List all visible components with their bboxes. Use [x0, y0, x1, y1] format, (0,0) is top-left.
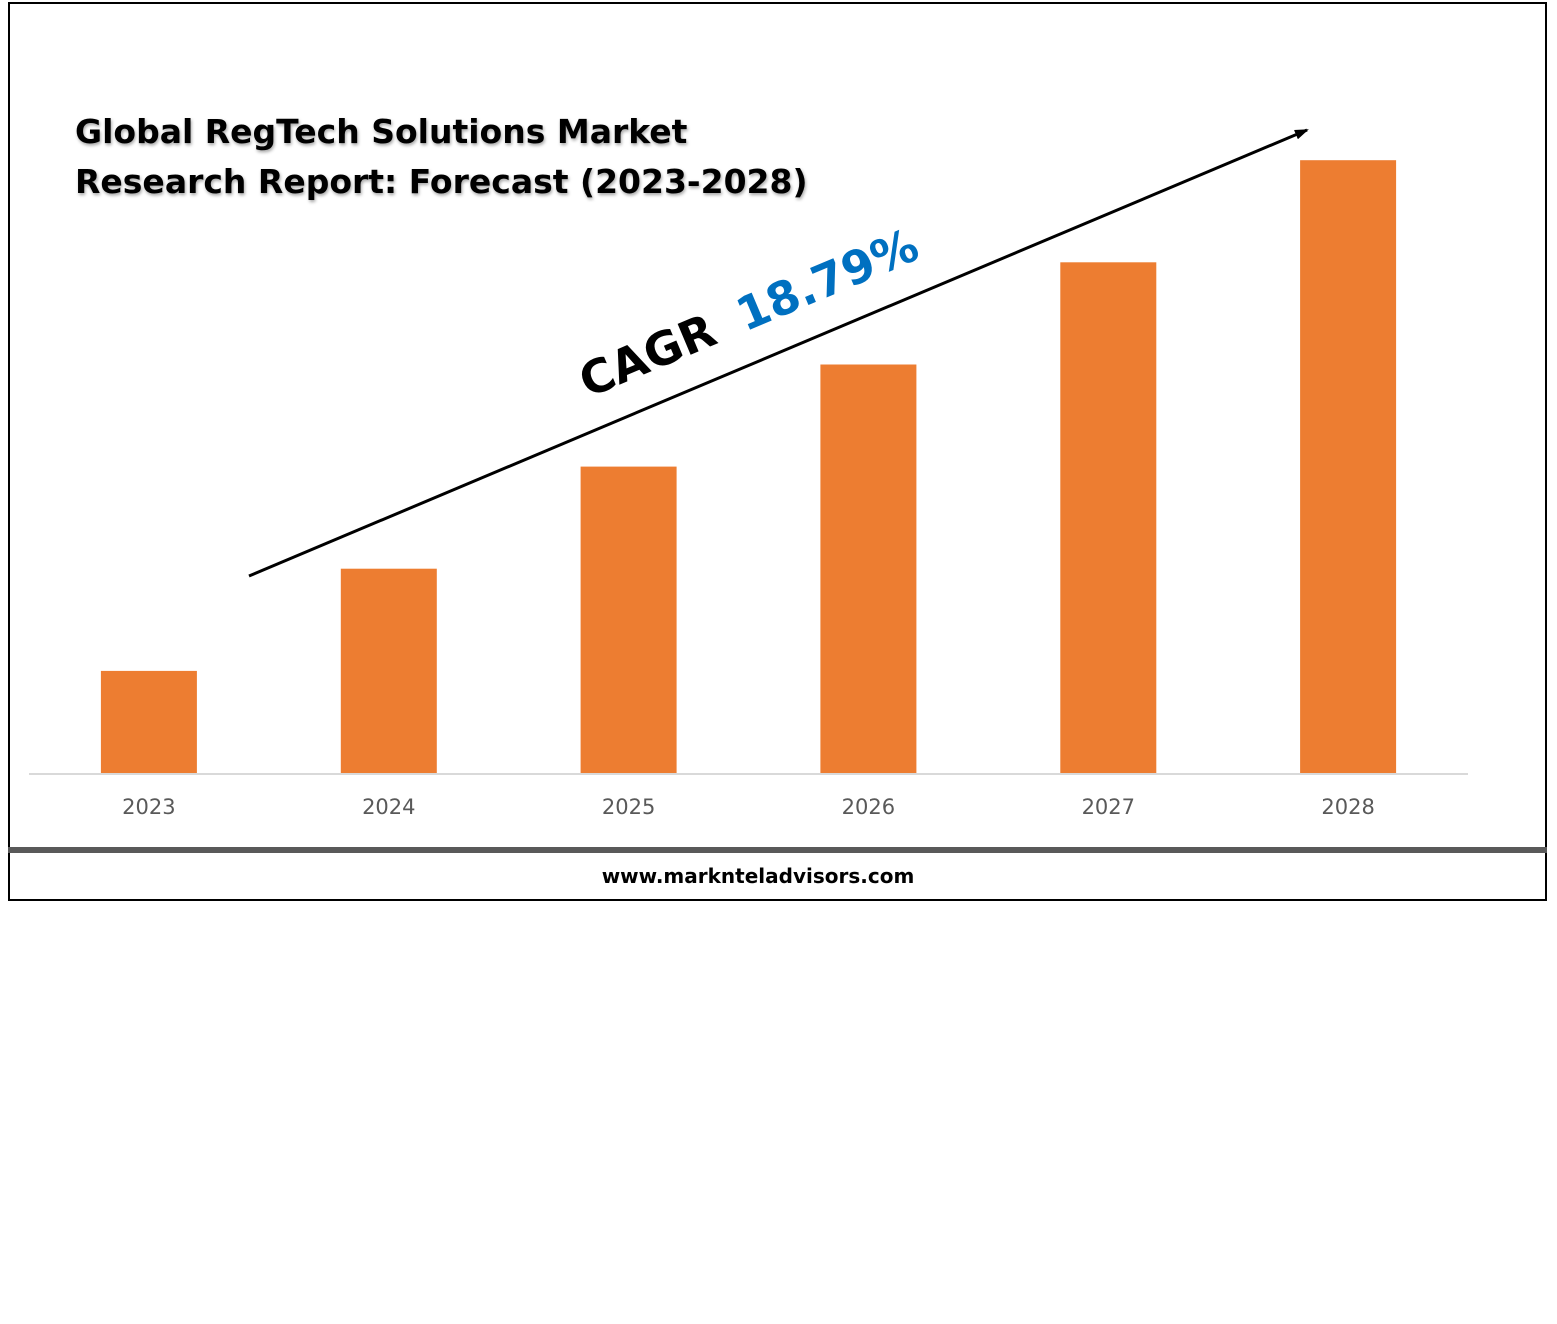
bar-2024	[340, 568, 437, 773]
bar-2027	[1060, 262, 1157, 773]
footer-divider	[8, 847, 1547, 853]
cagr-trend-arrow	[248, 128, 1309, 578]
x-tick-label-2028: 2028	[1321, 795, 1374, 819]
x-tick-label-2024: 2024	[362, 795, 415, 819]
x-tick-labels: 2023 2024 2025 2026 2027 2028	[122, 795, 1375, 819]
chart-frame	[8, 2, 1547, 901]
x-tick-label-2025: 2025	[602, 795, 655, 819]
bar-2025	[580, 466, 677, 773]
bar-2023	[100, 670, 197, 773]
chart-title-line-2: Research Report: Forecast (2023-2028)	[75, 162, 808, 201]
footer-website: www.marknteladvisors.com	[602, 864, 915, 888]
cagr-value: 18.79%	[728, 218, 926, 342]
chart-title-line-1: Global RegTech Solutions Market	[75, 112, 688, 151]
x-tick-label-2026: 2026	[842, 795, 895, 819]
x-tick-label-2023: 2023	[122, 795, 175, 819]
cagr-label: CAGR	[571, 303, 723, 408]
x-tick-label-2027: 2027	[1082, 795, 1135, 819]
bar-2028	[1300, 160, 1397, 773]
bar-2026	[820, 364, 917, 773]
bar-group	[100, 160, 1397, 773]
